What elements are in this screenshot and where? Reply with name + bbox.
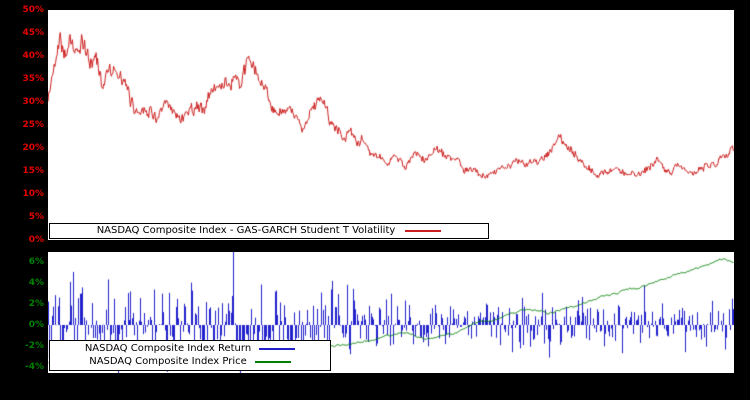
y-tick-label: 10%	[22, 189, 44, 199]
price-legend-label: NASDAQ Composite Index Price	[89, 356, 247, 367]
y-tick-label: 0%	[28, 235, 44, 245]
return-legend-row: NASDAQ Composite Index Return	[54, 343, 326, 355]
y-tick-label: 25%	[22, 120, 44, 130]
y-tick-label: 6%	[28, 257, 44, 268]
y-tick-label: 20%	[22, 143, 44, 153]
volatility-legend-sample	[405, 230, 442, 232]
y-tick-label: 40%	[22, 51, 44, 61]
y-tick-label: 15%	[22, 166, 44, 176]
y-tick-label: 4%	[28, 278, 44, 289]
y-tick-label: -2%	[24, 340, 44, 351]
return-legend-label: NASDAQ Composite Index Return	[84, 343, 252, 354]
y-tick-label: 45%	[22, 28, 44, 38]
return-price-chart-plot: NASDAQ Composite Index Return NASDAQ Com…	[48, 252, 734, 373]
volatility-legend: NASDAQ Composite Index - GAS-GARCH Stude…	[49, 223, 489, 239]
y-tick-label: 50%	[22, 5, 44, 15]
return-price-legend: NASDAQ Composite Index Return NASDAQ Com…	[49, 340, 331, 371]
return-legend-sample	[259, 348, 296, 350]
price-legend-row: NASDAQ Composite Index Price	[54, 356, 326, 368]
price-legend-sample	[254, 361, 291, 363]
y-tick-label: -4%	[24, 361, 44, 372]
volatility-legend-label: NASDAQ Composite Index - GAS-GARCH Stude…	[96, 225, 396, 236]
y-tick-label: 35%	[22, 74, 44, 84]
y-tick-label: 5%	[28, 212, 44, 222]
volatility-chart-plot: NASDAQ Composite Index - GAS-GARCH Stude…	[48, 10, 734, 240]
y-tick-label: 0%	[28, 320, 44, 331]
y-tick-label: 2%	[28, 299, 44, 310]
volatility-line-canvas	[48, 10, 734, 240]
y-tick-label: 30%	[22, 97, 44, 107]
